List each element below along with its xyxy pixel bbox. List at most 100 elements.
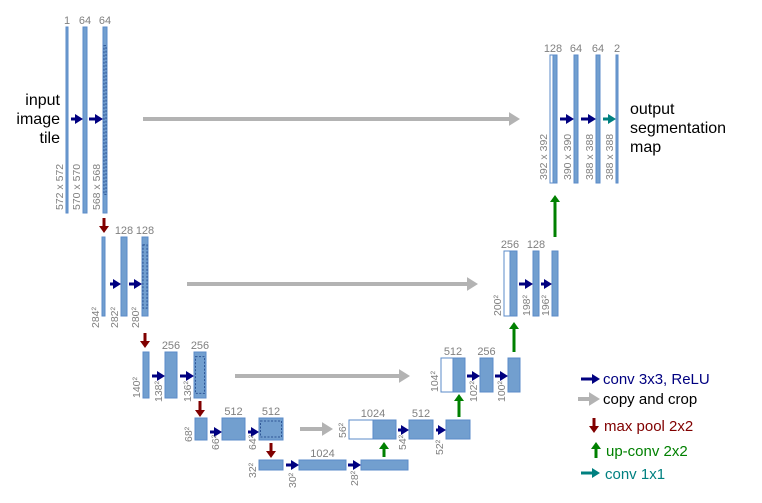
legend-copy-icon-head	[589, 392, 600, 406]
copy-crop-arrow-head	[322, 422, 333, 436]
legend-copy-label: copy and crop	[603, 391, 697, 408]
size-label: 570 x 570	[71, 164, 83, 210]
feature-map	[194, 417, 208, 441]
legend-upconv-label: up-conv 2x2	[606, 443, 688, 460]
copy-crop-arrow-head	[399, 369, 410, 383]
crop-region	[142, 244, 148, 309]
input-label-line-3: tile	[40, 130, 61, 147]
size-label: 284²	[90, 306, 102, 328]
size-label: 104²	[429, 370, 441, 392]
feature-map	[445, 419, 471, 440]
conv-arrow-head	[525, 279, 533, 289]
legend-conv1x1-label: conv 1x1	[605, 466, 665, 483]
feature-map	[408, 419, 434, 440]
feature-map	[615, 54, 619, 184]
channel-count-label: 512	[262, 406, 280, 418]
size-label: 56²	[337, 422, 349, 438]
size-label: 390 x 390	[562, 134, 574, 180]
feature-map	[164, 351, 178, 399]
conv-arrow-head	[401, 425, 409, 435]
max-pool-arrow-head	[140, 341, 150, 348]
conv-arrow-head	[113, 279, 121, 289]
input-label-line-2: image	[16, 111, 60, 128]
size-label: 64²	[247, 434, 259, 450]
channel-count-label: 128	[527, 239, 545, 251]
conv-arrow-head	[186, 371, 194, 381]
max-pool-arrow-head	[266, 451, 276, 458]
feature-map	[595, 54, 601, 184]
feature-map	[532, 250, 540, 317]
conv-arrow-head	[544, 279, 552, 289]
feature-map	[258, 417, 284, 441]
conv-arrow-head	[291, 460, 299, 470]
size-label: 68²	[183, 426, 195, 442]
size-label: 196²	[540, 294, 552, 316]
copy-crop-arrow-head	[467, 277, 478, 291]
feature-map	[509, 250, 518, 317]
up-conv-arrow-head	[379, 442, 389, 449]
channel-count-label: 1024	[361, 408, 385, 420]
legend-pool-label: max pool 2x2	[604, 418, 693, 435]
conv-arrow-head	[95, 114, 103, 124]
legend-pool-icon-head	[589, 426, 599, 433]
conv-arrow-head	[251, 427, 259, 437]
up-conv-arrow-head	[509, 322, 519, 329]
size-label: 54²	[397, 434, 409, 450]
channel-count-label: 512	[224, 406, 242, 418]
conv-arrow-head	[157, 371, 165, 381]
legend-upconv-icon-head	[591, 442, 601, 449]
crop-region	[260, 420, 282, 438]
conv-arrow-head	[588, 114, 596, 124]
feature-map	[221, 417, 246, 441]
crop-region	[103, 45, 107, 195]
cropped-copy-map	[503, 250, 511, 317]
channel-count-label: 128	[136, 225, 154, 237]
feature-map	[372, 419, 397, 440]
size-label: 198²	[521, 294, 533, 316]
crop-region	[195, 356, 205, 394]
feature-map	[65, 26, 69, 214]
size-label: 52²	[434, 439, 446, 455]
conv-arrow-head	[353, 460, 361, 470]
conv-arrow-head	[566, 114, 574, 124]
feature-map	[141, 236, 149, 317]
feature-map	[120, 236, 128, 317]
size-label: 28²	[349, 470, 361, 486]
channel-count-label: 1	[64, 15, 70, 27]
size-label: 280²	[130, 306, 142, 328]
feature-map	[258, 459, 284, 471]
size-label: 102²	[468, 380, 480, 402]
max-pool-arrow-head	[195, 410, 205, 417]
channel-count-label: 64	[570, 43, 582, 55]
size-label: 200²	[492, 294, 504, 316]
channel-count-label: 512	[412, 408, 430, 420]
legend-conv-icon-head	[592, 374, 600, 384]
feature-map	[551, 250, 559, 317]
feature-map	[573, 54, 579, 184]
up-conv-arrow-head	[454, 394, 464, 401]
conv-arrow-head	[472, 371, 480, 381]
channel-count-label: 512	[444, 346, 462, 358]
feature-map	[142, 351, 150, 399]
channel-count-label: 128	[544, 43, 562, 55]
legend-conv-label: conv 3x3, ReLU	[603, 371, 710, 388]
up-conv-arrow-head	[550, 195, 560, 202]
channel-count-label: 256	[501, 239, 519, 251]
size-label: 392 x 392	[538, 134, 550, 180]
channel-count-label: 256	[191, 340, 209, 352]
cropped-copy-map	[348, 419, 374, 440]
feature-map	[82, 26, 88, 214]
size-label: 136²	[182, 380, 194, 402]
size-label: 282²	[109, 306, 121, 328]
feature-map	[360, 459, 409, 471]
size-label: 30²	[287, 472, 299, 488]
legend-conv1x1-icon-head	[592, 468, 600, 478]
output-label-line-1: output	[630, 101, 675, 118]
feature-map	[552, 54, 558, 184]
channel-count-label: 64	[592, 43, 604, 55]
max-pool-arrow-head	[99, 226, 109, 233]
feature-map	[101, 236, 106, 317]
channel-count-label: 128	[115, 225, 133, 237]
channel-count-label: 64	[79, 15, 91, 27]
